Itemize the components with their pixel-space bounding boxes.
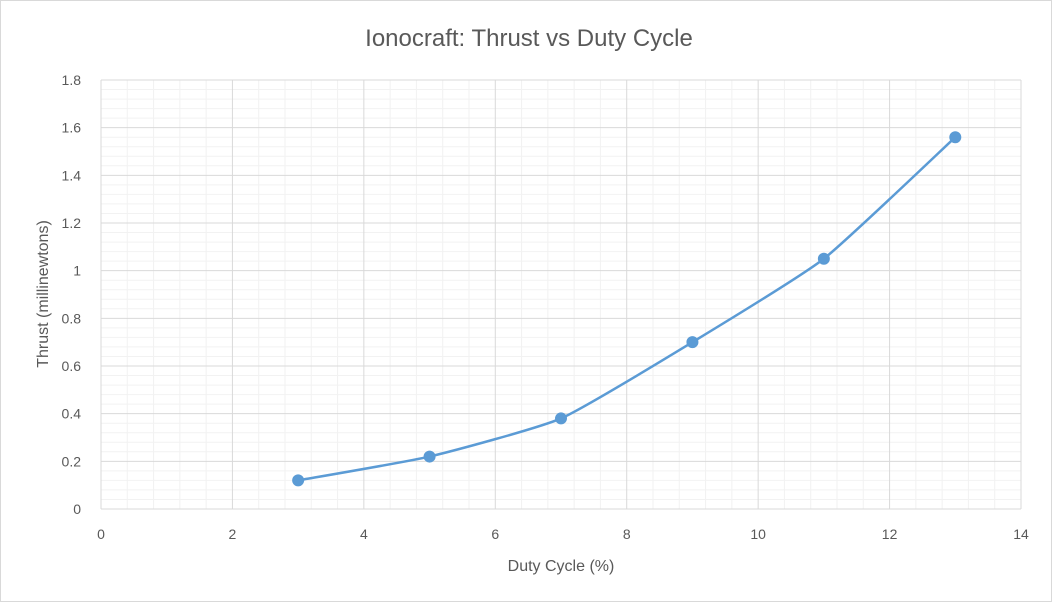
y-tick-label: 1: [73, 263, 81, 279]
data-point: [423, 450, 436, 463]
y-tick-label: 0.4: [62, 406, 82, 422]
y-tick-label: 0.2: [62, 453, 82, 469]
x-tick-label: 12: [882, 526, 898, 542]
x-tick-label: 2: [229, 526, 237, 542]
x-tick-label: 0: [97, 526, 105, 542]
data-point: [817, 252, 830, 265]
x-axis-title: Duty Cycle (%): [508, 558, 615, 575]
y-tick-label: 0.6: [62, 358, 82, 374]
y-tick-label: 1.6: [62, 120, 82, 136]
y-tick-label: 1.4: [62, 167, 82, 183]
x-tick-label: 10: [750, 526, 766, 542]
tick-labels: 0 2 4 6 8 10 12 14 0 0.2 0.4 0.6 0.8 1 1.2 1.4 1.6 1.8: [62, 72, 1029, 542]
y-tick-label: 1.8: [62, 72, 82, 88]
chart-title: Ionocraft: Thrust vs Duty Cycle: [365, 25, 693, 52]
data-point: [949, 131, 962, 144]
x-tick-label: 8: [623, 526, 631, 542]
y-axis-title: Thrust (millinewtons): [35, 220, 52, 368]
minor-grid: [101, 80, 1021, 509]
x-tick-label: 4: [360, 526, 368, 542]
series-layer: [292, 131, 962, 487]
data-point: [292, 474, 305, 487]
y-tick-label: 1.2: [62, 215, 82, 231]
data-point: [686, 336, 699, 349]
y-tick-label: 0: [73, 501, 81, 517]
x-tick-label: 14: [1013, 526, 1029, 542]
data-point: [555, 412, 567, 425]
major-grid: [100, 79, 1022, 510]
y-tick-label: 0.8: [62, 310, 82, 326]
x-tick-label: 6: [491, 526, 499, 542]
